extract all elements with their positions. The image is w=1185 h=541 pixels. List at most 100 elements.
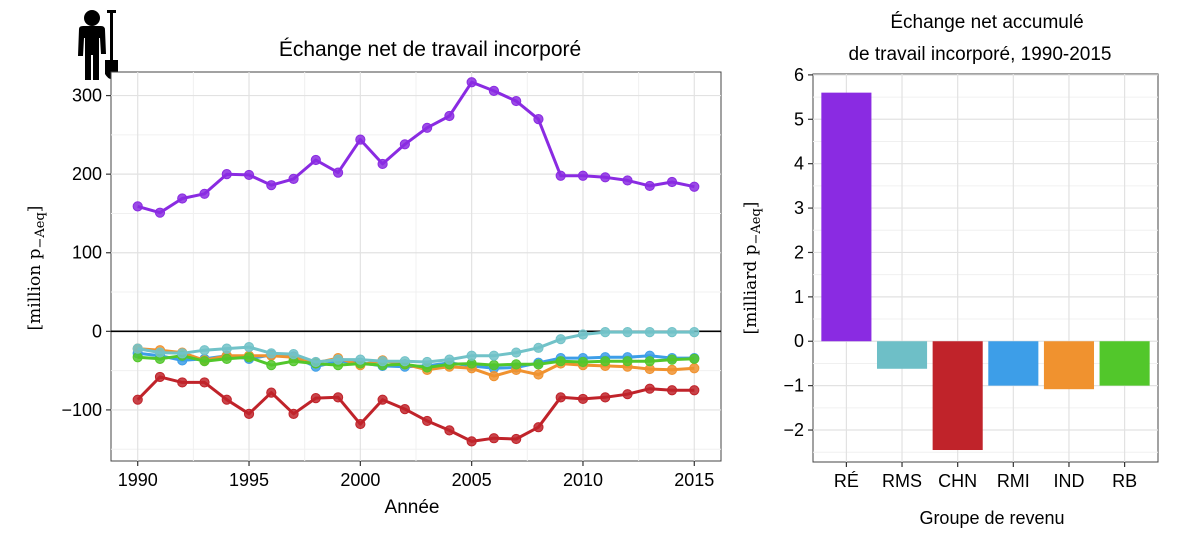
x-tick-label: 1995 bbox=[229, 470, 269, 490]
data-point bbox=[666, 176, 678, 188]
x-tick-label: 2015 bbox=[674, 470, 714, 490]
x-tick-label: IND bbox=[1053, 471, 1084, 491]
data-point bbox=[644, 180, 655, 192]
x-tick-label: RB bbox=[1112, 471, 1137, 491]
data-point bbox=[511, 95, 522, 107]
y-tick-label: 2 bbox=[794, 242, 804, 262]
data-point bbox=[488, 85, 500, 96]
y-tick-label: 6 bbox=[794, 65, 804, 85]
data-point bbox=[132, 394, 143, 405]
worker-with-shovel-icon bbox=[78, 10, 118, 80]
bar-chart-subtitle: de travail incorporé, 1990-2015 bbox=[848, 44, 1111, 65]
data-point bbox=[488, 350, 500, 361]
data-point bbox=[221, 169, 232, 180]
data-point bbox=[533, 359, 544, 370]
data-point bbox=[600, 356, 611, 367]
data-point bbox=[444, 425, 455, 436]
line-series-6 bbox=[132, 371, 700, 447]
bar-group bbox=[821, 92, 1150, 451]
data-point bbox=[600, 327, 611, 338]
y-tick-label: 1 bbox=[794, 287, 804, 307]
data-point bbox=[288, 349, 299, 360]
data-point bbox=[689, 385, 700, 396]
data-point bbox=[577, 170, 589, 181]
line-chart-xlabel: Année bbox=[385, 497, 440, 518]
data-point bbox=[355, 354, 366, 365]
data-point bbox=[689, 327, 700, 338]
line-y-ticks: −100 0 100 200 300 bbox=[61, 86, 111, 420]
data-point bbox=[422, 415, 433, 427]
bar-ind bbox=[1043, 341, 1095, 390]
data-point bbox=[377, 356, 388, 367]
data-point bbox=[555, 334, 566, 345]
data-point bbox=[310, 154, 321, 166]
bar-chn bbox=[932, 341, 983, 451]
bar-rms bbox=[876, 341, 928, 369]
data-point bbox=[644, 327, 655, 338]
data-point bbox=[399, 404, 410, 415]
bar-ré bbox=[821, 92, 872, 342]
data-point bbox=[555, 392, 566, 403]
data-point bbox=[310, 356, 321, 368]
data-point bbox=[332, 167, 344, 178]
x-tick-label: 2000 bbox=[340, 470, 380, 490]
data-point bbox=[600, 172, 611, 183]
x-tick-label: CHN bbox=[938, 471, 977, 491]
x-tick-label: RÉ bbox=[834, 471, 859, 491]
data-point bbox=[399, 139, 410, 150]
data-point bbox=[689, 181, 700, 192]
x-tick-label: RMI bbox=[997, 471, 1030, 491]
data-point bbox=[221, 343, 232, 354]
data-point bbox=[511, 433, 522, 445]
data-point bbox=[132, 201, 143, 212]
data-point bbox=[355, 418, 366, 430]
data-point bbox=[466, 77, 477, 88]
x-tick-label: 2005 bbox=[452, 470, 492, 490]
data-point bbox=[154, 371, 166, 383]
data-point bbox=[622, 356, 633, 367]
data-point bbox=[243, 352, 255, 363]
data-point bbox=[622, 389, 633, 400]
data-point bbox=[266, 387, 277, 398]
data-point bbox=[332, 392, 344, 403]
data-point bbox=[666, 327, 678, 338]
data-point bbox=[577, 329, 589, 340]
line-chart-ylabel: [million p−Aeq] bbox=[25, 206, 48, 331]
data-point bbox=[377, 394, 388, 405]
data-point bbox=[377, 158, 388, 170]
y-tick-label: 5 bbox=[794, 109, 804, 129]
data-point bbox=[555, 356, 566, 367]
y-tick-label: 3 bbox=[794, 198, 804, 218]
data-point bbox=[533, 422, 544, 433]
data-point bbox=[600, 392, 611, 403]
y-tick-label: 4 bbox=[794, 154, 804, 174]
data-point bbox=[199, 188, 210, 199]
data-point bbox=[332, 354, 344, 365]
y-tick-label: −2 bbox=[783, 420, 804, 440]
data-point bbox=[577, 356, 589, 368]
y-tick-label: −1 bbox=[783, 376, 804, 396]
data-point bbox=[199, 377, 210, 388]
data-point bbox=[177, 193, 188, 204]
data-point bbox=[221, 394, 232, 405]
data-point bbox=[644, 356, 655, 367]
data-point bbox=[466, 350, 477, 361]
data-point bbox=[533, 114, 544, 125]
data-point bbox=[132, 343, 143, 354]
data-point bbox=[132, 352, 143, 363]
line-series-4 bbox=[132, 350, 700, 373]
data-point bbox=[422, 122, 433, 133]
data-point bbox=[666, 385, 678, 396]
data-point bbox=[555, 170, 566, 181]
data-point bbox=[266, 180, 277, 191]
line-series-group bbox=[132, 77, 700, 447]
data-point bbox=[511, 347, 522, 358]
data-point bbox=[243, 169, 255, 181]
data-point bbox=[622, 327, 633, 338]
line-x-ticks: 1990 1995 2000 2005 2010 2015 bbox=[118, 461, 714, 490]
line-series-5 bbox=[132, 327, 700, 368]
data-point bbox=[644, 383, 655, 394]
